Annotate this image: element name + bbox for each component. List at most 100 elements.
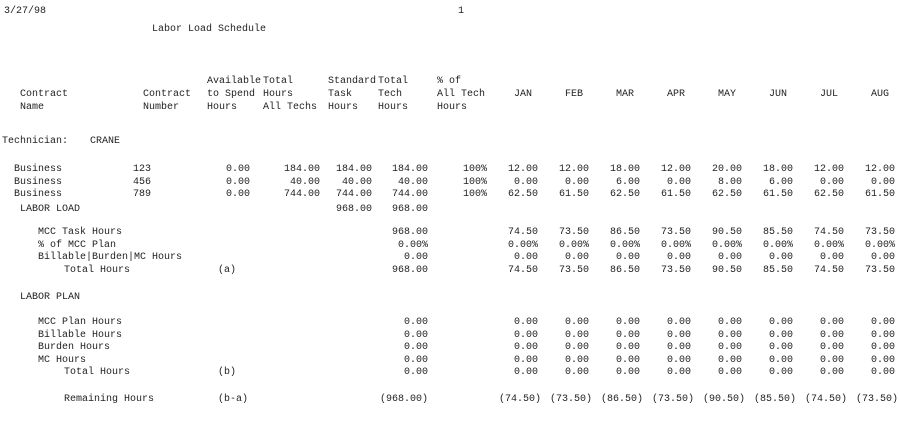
contract-total-tech: 40.00	[397, 176, 428, 188]
contract-month-value: 12.00	[507, 164, 538, 175]
contract-month-value: 0.00	[666, 176, 691, 188]
row-month-value: 0.00	[870, 252, 895, 264]
row-month-value: 0.00%	[711, 239, 742, 251]
row-month-value: 0.00%	[864, 239, 895, 251]
header-contract-name: Name	[20, 102, 45, 113]
remaining-hours-total: (968.00)	[379, 394, 428, 405]
header-contract-name: Contract	[20, 89, 69, 100]
row-month-value: 0.00	[870, 329, 895, 341]
contract-month-value: 62.50	[813, 189, 844, 201]
row-month-value: 0.00	[819, 354, 844, 366]
report-title: Labor Load Schedule	[152, 24, 267, 35]
contract-month-value: 12.00	[813, 164, 844, 175]
row-month-value: 0.00	[717, 252, 742, 264]
row-month-value: 86.50	[609, 264, 640, 276]
header-available: Hours	[207, 102, 238, 113]
contract-month-value: 12.00	[558, 164, 589, 175]
row-total: 0.00	[403, 329, 428, 341]
row-month-value: 85.50	[762, 227, 793, 238]
contract-pct: 100%	[462, 164, 487, 175]
row-month-value: 0.00	[768, 317, 793, 328]
row-month-value: 0.00	[615, 342, 640, 354]
row-month-value: 90.50	[711, 264, 742, 276]
row-month-value: 0.00%	[558, 239, 589, 251]
row-month-value: 90.50	[711, 227, 742, 238]
header-pct: % of	[437, 76, 462, 87]
row-month-value: 0.00	[870, 317, 895, 328]
row-month-value: 0.00	[717, 367, 742, 379]
row-month-value: 0.00	[513, 252, 538, 264]
contract-total-all: 744.00	[283, 189, 320, 201]
contract-month-value: 62.50	[507, 189, 538, 201]
contract-month-value: 0.00	[870, 176, 895, 188]
header-total-all: Total	[263, 76, 294, 87]
row-month-value: 0.00	[870, 342, 895, 354]
contract-standard: 40.00	[341, 176, 372, 188]
contract-total-all: 184.00	[283, 164, 320, 175]
remaining-hours-tag: (b-a)	[218, 394, 249, 405]
header-month-may: MAY	[717, 89, 736, 100]
row-month-value: 0.00	[819, 317, 844, 328]
row-month-value: 0.00	[666, 317, 691, 328]
labor-plan-heading: LABOR PLAN	[20, 292, 81, 303]
row-month-value: 0.00	[717, 317, 742, 328]
row-month-value: 0.00	[768, 329, 793, 341]
row-month-value: 0.00	[768, 342, 793, 354]
row-month-value: 0.00%	[660, 239, 691, 251]
row-month-value: 73.50	[558, 264, 589, 276]
header-contract-number: Contract	[143, 89, 192, 100]
remaining-hours-label: Remaining Hours	[64, 394, 155, 405]
row-label: Billable|Burden|MC Hours	[38, 252, 183, 264]
remaining-month-value: (86.50)	[600, 394, 643, 405]
remaining-month-value: (73.50)	[651, 394, 694, 405]
contract-available: 0.00	[225, 164, 250, 175]
header-total-tech: Total	[378, 76, 409, 87]
row-label: MCC Task Hours	[38, 227, 123, 238]
header-total-all: All Techs	[263, 102, 318, 113]
header-pct: All Tech	[437, 89, 486, 100]
row-total: 968.00	[391, 264, 428, 276]
remaining-month-value: (73.50)	[855, 394, 898, 405]
row-month-value: 0.00	[564, 354, 589, 366]
row-label: % of MCC Plan	[38, 239, 117, 251]
header-available: Available	[207, 76, 262, 87]
remaining-month-value: (73.50)	[549, 394, 592, 405]
row-month-value: 0.00	[870, 354, 895, 366]
page-number: 1	[458, 6, 465, 17]
contract-standard: 184.00	[335, 164, 372, 175]
row-label: Burden Hours	[38, 342, 111, 354]
header-month-mar: MAR	[615, 89, 634, 100]
row-month-value: 73.50	[660, 264, 691, 276]
contract-total-tech: 184.00	[391, 164, 428, 175]
header-month-jun: JUN	[768, 89, 787, 100]
row-total: 0.00	[403, 354, 428, 366]
row-month-value: 0.00%	[507, 239, 538, 251]
row-month-value: 74.50	[813, 227, 844, 238]
contract-name: Business	[14, 164, 63, 175]
row-total: 0.00	[403, 367, 428, 379]
row-month-value: 0.00%	[609, 239, 640, 251]
row-month-value: 0.00	[819, 252, 844, 264]
contract-month-value: 18.00	[609, 164, 640, 175]
labor-load-tech-total: 968.00	[391, 204, 428, 215]
contract-month-value: 20.00	[711, 164, 742, 175]
header-month-apr: APR	[666, 89, 685, 100]
row-month-value: 74.50	[507, 264, 538, 276]
row-month-value: 0.00	[513, 367, 538, 379]
row-month-value: 0.00	[666, 354, 691, 366]
contract-month-value: 0.00	[819, 176, 844, 188]
row-month-value: 0.00%	[813, 239, 844, 251]
contract-month-value: 62.50	[711, 189, 742, 201]
row-month-value: 0.00	[768, 252, 793, 264]
row-month-value: 0.00%	[762, 239, 793, 251]
row-label: Total Hours	[64, 264, 131, 276]
technician-label: Technician:	[2, 136, 69, 147]
row-month-value: 0.00	[615, 252, 640, 264]
contract-month-value: 6.00	[768, 176, 793, 188]
row-tag: (b)	[218, 367, 237, 379]
row-month-value: 0.00	[513, 317, 538, 328]
row-month-value: 0.00	[717, 342, 742, 354]
remaining-month-value: (74.50)	[498, 394, 541, 405]
contract-total-all: 40.00	[289, 176, 320, 188]
row-month-value: 0.00	[819, 342, 844, 354]
